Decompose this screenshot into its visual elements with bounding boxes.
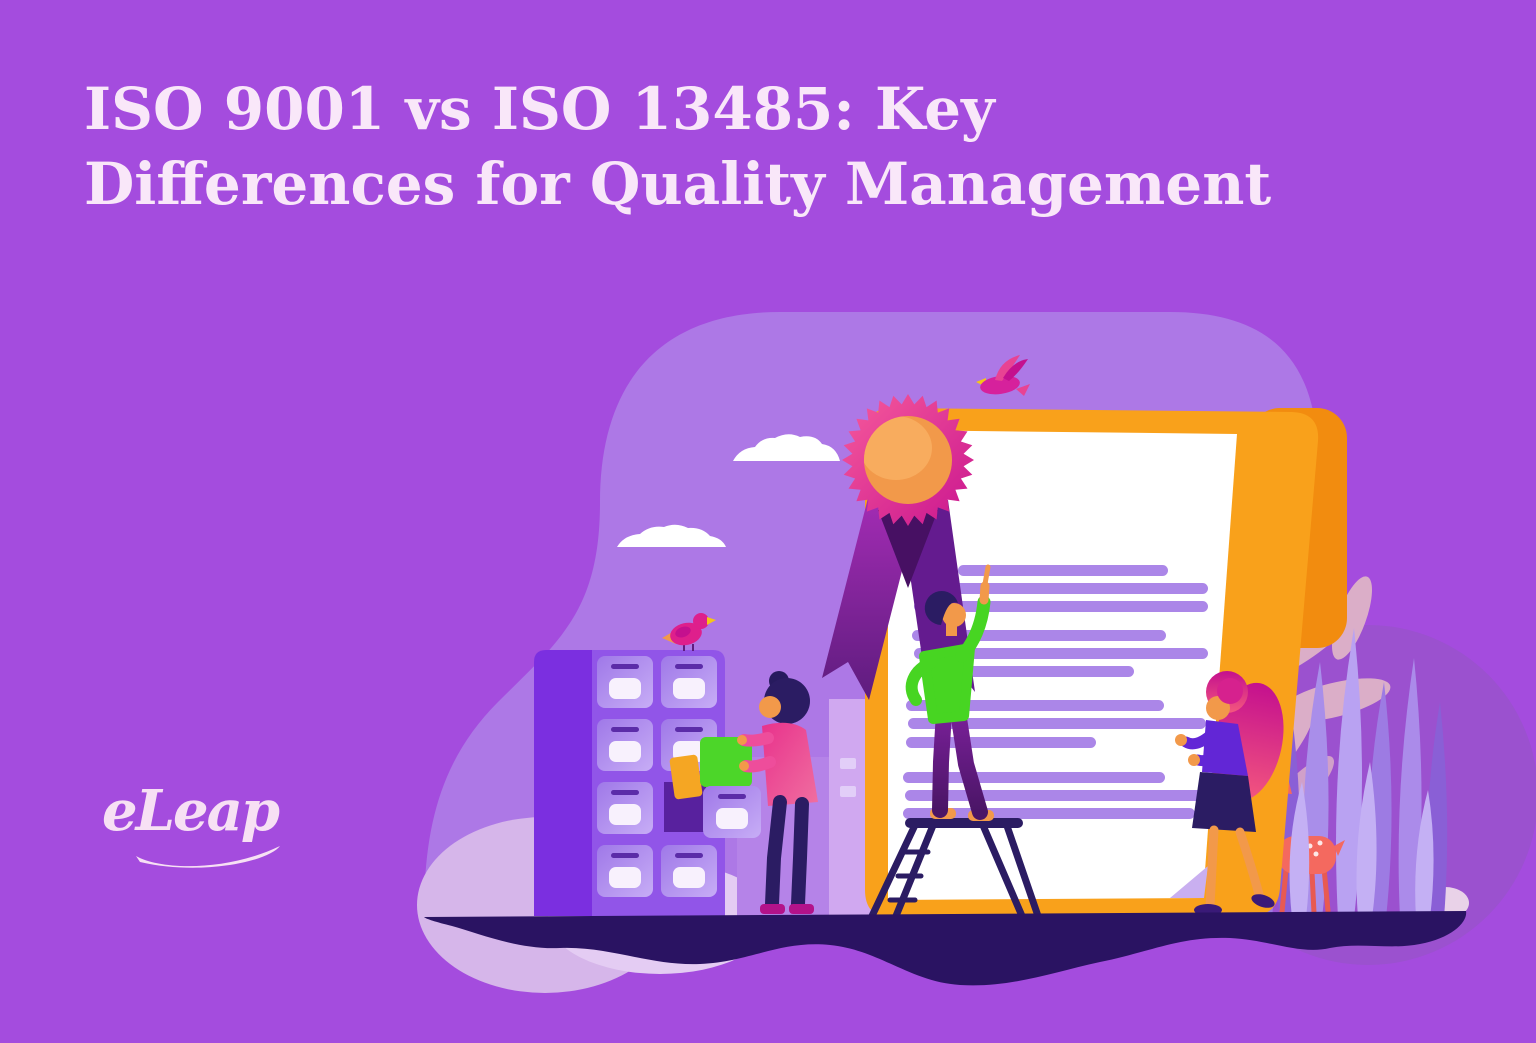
eleap-logo: eLeap	[102, 778, 300, 874]
eleap-logo-text: eLeap	[102, 778, 280, 844]
ground	[424, 911, 1467, 986]
corner-curl	[1170, 866, 1208, 898]
award-rosette	[822, 394, 975, 700]
drawer-handles	[611, 664, 703, 858]
ribbon-left	[822, 498, 915, 700]
flying-bird	[976, 355, 1030, 396]
rosette-highlight	[864, 416, 932, 480]
cabinet-side	[534, 650, 592, 916]
grass-front	[1289, 762, 1434, 918]
cloud-2	[617, 524, 726, 547]
ribbon-notch	[878, 510, 938, 588]
filing-cabinet	[534, 650, 761, 916]
presenting-woman	[1175, 671, 1284, 916]
cabinet-bird	[662, 613, 716, 651]
cloud-1	[733, 434, 840, 461]
drawer-labels	[609, 678, 705, 888]
filing-woman	[737, 671, 818, 914]
open-drawer-front	[703, 786, 761, 838]
folder-orange	[669, 754, 703, 800]
pointing-man	[905, 564, 994, 821]
title-line-1: ISO 9001 vs ISO 13485: Key	[84, 75, 995, 143]
page-title: ISO 9001 vs ISO 13485: Key Differences f…	[84, 72, 1414, 223]
logo-swoosh	[136, 846, 280, 868]
step-ladder	[868, 818, 1042, 920]
title-line-2: Differences for Quality Management	[84, 150, 1272, 219]
folder-green	[700, 737, 752, 787]
